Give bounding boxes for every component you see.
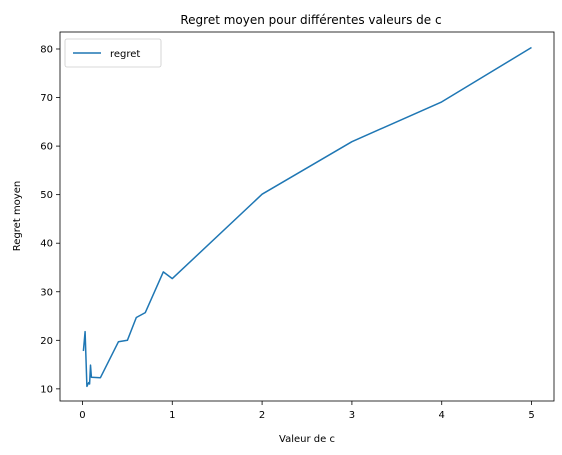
y-axis-label: Regret moyen [12, 181, 23, 251]
y-tick-label: 60 [40, 142, 53, 153]
y-tick-label: 70 [40, 93, 53, 104]
y-tick-label: 20 [40, 336, 53, 347]
plot-frame [59, 31, 555, 402]
x-tick-label: 1 [169, 410, 175, 421]
x-tick-label: 2 [259, 410, 265, 421]
y-tick-label: 30 [40, 287, 53, 298]
y-axis: 10 20 30 40 50 60 70 80 [40, 44, 60, 395]
x-tick-label: 5 [528, 410, 534, 421]
legend-label-regret: regret [110, 49, 140, 60]
x-axis: 0 1 2 3 4 5 [79, 401, 535, 421]
y-tick-label: 80 [40, 44, 53, 55]
series-line-regret [82, 46, 532, 388]
y-tick-label: 50 [40, 190, 53, 201]
legend: regret [64, 38, 162, 68]
plot-area [82, 46, 532, 388]
legend-box [64, 38, 162, 68]
chart-title: Regret moyen pour différentes valeurs de… [180, 13, 441, 27]
x-tick-label: 4 [439, 410, 445, 421]
y-tick-label: 40 [40, 239, 53, 250]
y-tick-label: 10 [40, 384, 53, 395]
x-tick-label: 0 [79, 410, 85, 421]
x-axis-label: Valeur de c [279, 434, 335, 445]
x-tick-label: 3 [349, 410, 355, 421]
